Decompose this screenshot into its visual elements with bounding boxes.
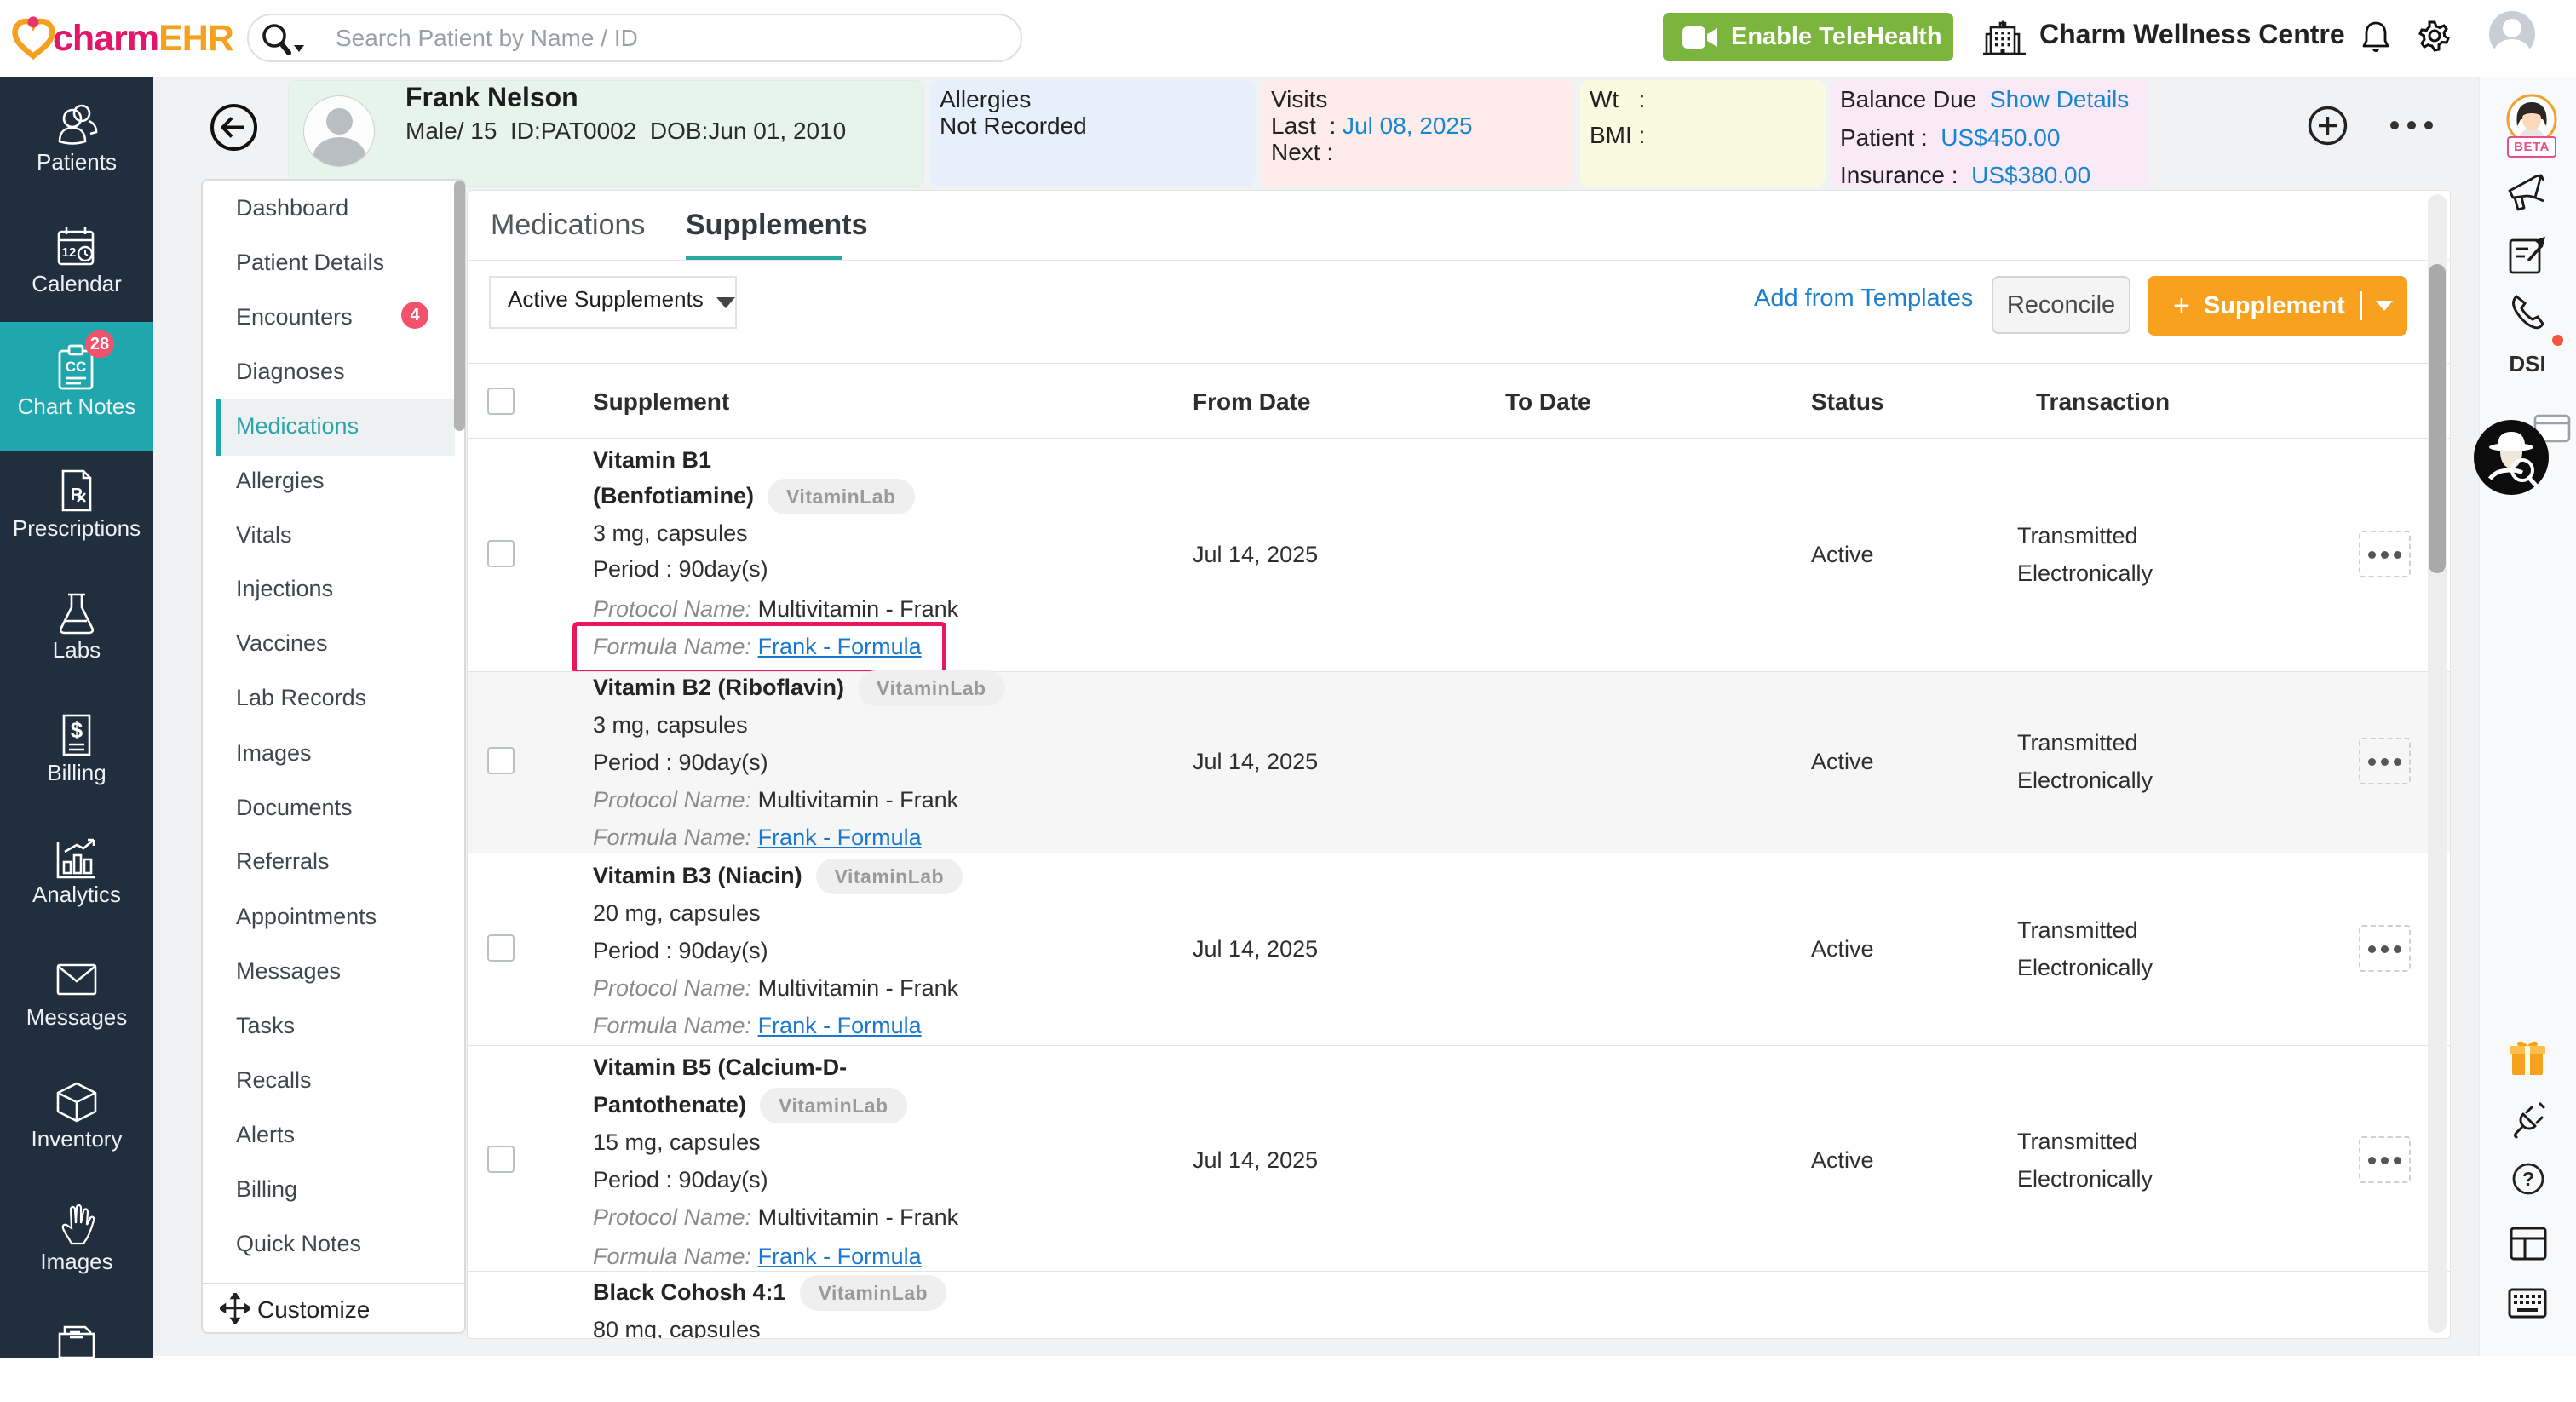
svg-text:?: ?: [2522, 1168, 2534, 1190]
svg-text:CC: CC: [66, 359, 87, 375]
svg-text:R: R: [71, 486, 83, 504]
svg-text:$: $: [71, 717, 83, 743]
svg-text:12: 12: [62, 245, 77, 260]
